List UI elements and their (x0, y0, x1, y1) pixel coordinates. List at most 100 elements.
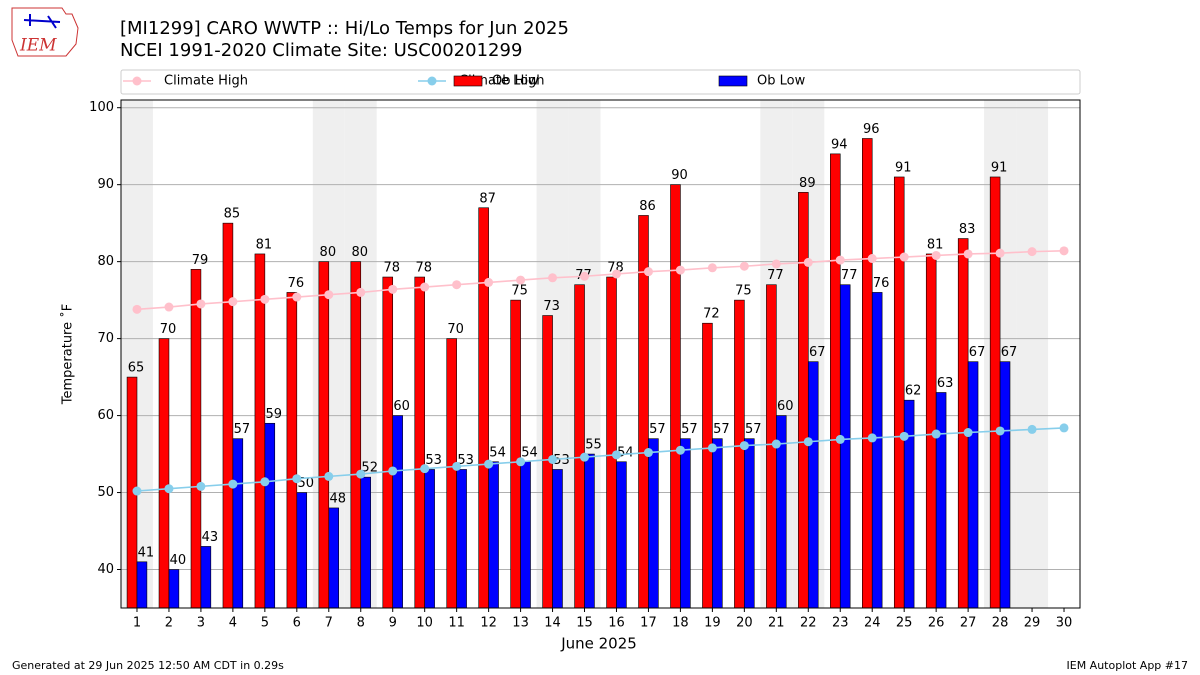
bar-label: 54 (617, 445, 634, 460)
bar-label: 77 (767, 268, 784, 283)
line-marker (388, 284, 398, 294)
bar-label: 53 (553, 453, 570, 468)
bar (168, 569, 180, 609)
y-tick-label: 70 (97, 331, 114, 346)
bar-label: 86 (639, 199, 656, 214)
bar-label: 54 (521, 445, 538, 460)
legend-box (120, 69, 1081, 95)
legend-label: Ob Low (757, 74, 806, 89)
bar-label: 53 (457, 453, 474, 468)
line (136, 250, 1065, 311)
x-tick-label: 21 (768, 616, 785, 631)
line-marker (516, 275, 526, 285)
line-marker (164, 302, 174, 312)
line-marker (995, 426, 1005, 436)
bar-label: 54 (489, 445, 506, 460)
bar (264, 422, 276, 609)
line-marker (771, 259, 781, 269)
line-marker (452, 280, 462, 290)
bar (999, 361, 1011, 609)
bar (222, 222, 234, 609)
bar (967, 361, 979, 609)
line-marker (1059, 423, 1069, 433)
x-tick-label: 29 (1024, 616, 1041, 631)
footer-right: IEM Autoplot App #17 (1067, 659, 1189, 672)
bar-label: 59 (266, 407, 283, 422)
bar-label: 76 (288, 276, 305, 291)
logo-text: IEM (19, 36, 57, 56)
bar-label: 80 (320, 245, 337, 260)
chart-subtitle: NCEI 1991-2020 Climate Site: USC00201299 (120, 40, 522, 61)
y-tick-label: 80 (97, 254, 114, 269)
bar (606, 276, 617, 609)
bar (702, 322, 713, 609)
bar-label: 79 (192, 253, 209, 268)
bar-label: 94 (831, 137, 848, 152)
line-marker (516, 457, 526, 467)
bar-label: 62 (905, 384, 922, 399)
line-marker (803, 437, 813, 447)
line-marker (707, 443, 717, 453)
bar-label: 70 (160, 322, 177, 337)
x-tick-label: 24 (864, 616, 881, 631)
x-tick-label: 12 (480, 616, 497, 631)
x-tick-label: 5 (261, 616, 269, 631)
line-marker (420, 464, 430, 474)
bar (200, 546, 212, 609)
bar-label: 76 (873, 276, 890, 291)
x-tick-label: 15 (576, 616, 593, 631)
y-tick-label: 100 (89, 100, 114, 115)
bar (893, 176, 905, 609)
bar (616, 461, 627, 609)
x-tick-label: 11 (448, 616, 465, 631)
bar (957, 238, 969, 609)
line-marker (292, 474, 302, 484)
line-marker (963, 249, 973, 259)
bar-label: 65 (128, 361, 145, 376)
bar (712, 438, 723, 609)
bar (232, 438, 244, 609)
y-tick-label: 90 (97, 177, 114, 192)
bar-label: 41 (138, 545, 155, 560)
bar-label: 48 (329, 491, 346, 506)
bar (989, 176, 1001, 609)
line-marker (931, 250, 941, 260)
bar (446, 338, 457, 609)
line-marker (643, 267, 653, 277)
bar (807, 361, 819, 609)
bar-label: 96 (863, 122, 880, 137)
x-tick-label: 28 (992, 616, 1009, 631)
bar (839, 284, 851, 609)
line-marker (675, 445, 685, 455)
bar (510, 299, 521, 609)
line-marker (611, 450, 621, 460)
bar-label: 53 (425, 453, 442, 468)
legend-label: Climate High (164, 74, 248, 89)
line-marker (580, 452, 590, 462)
line-marker (867, 433, 877, 443)
bar (414, 276, 425, 609)
line-marker (484, 277, 494, 287)
bar (520, 461, 531, 609)
bar-label: 87 (479, 191, 496, 206)
x-tick-label: 20 (736, 616, 753, 631)
bar-label: 57 (681, 422, 698, 437)
bar (552, 469, 563, 609)
bar (744, 438, 755, 609)
bar (136, 561, 148, 609)
bar-label: 70 (447, 322, 464, 337)
bar (935, 392, 947, 609)
line-marker (611, 269, 621, 279)
legend-swatch (453, 75, 483, 87)
line-marker (132, 486, 142, 496)
line-marker (484, 459, 494, 469)
bar-label: 89 (799, 176, 816, 191)
bar-label: 50 (297, 476, 314, 491)
legend-swatch (718, 75, 748, 87)
bar-label: 78 (415, 261, 432, 276)
line-marker (580, 271, 590, 281)
x-tick-label: 3 (197, 616, 205, 631)
x-axis-label: June 2025 (560, 635, 637, 653)
bar-label: 55 (585, 438, 602, 453)
line-marker (356, 287, 366, 297)
